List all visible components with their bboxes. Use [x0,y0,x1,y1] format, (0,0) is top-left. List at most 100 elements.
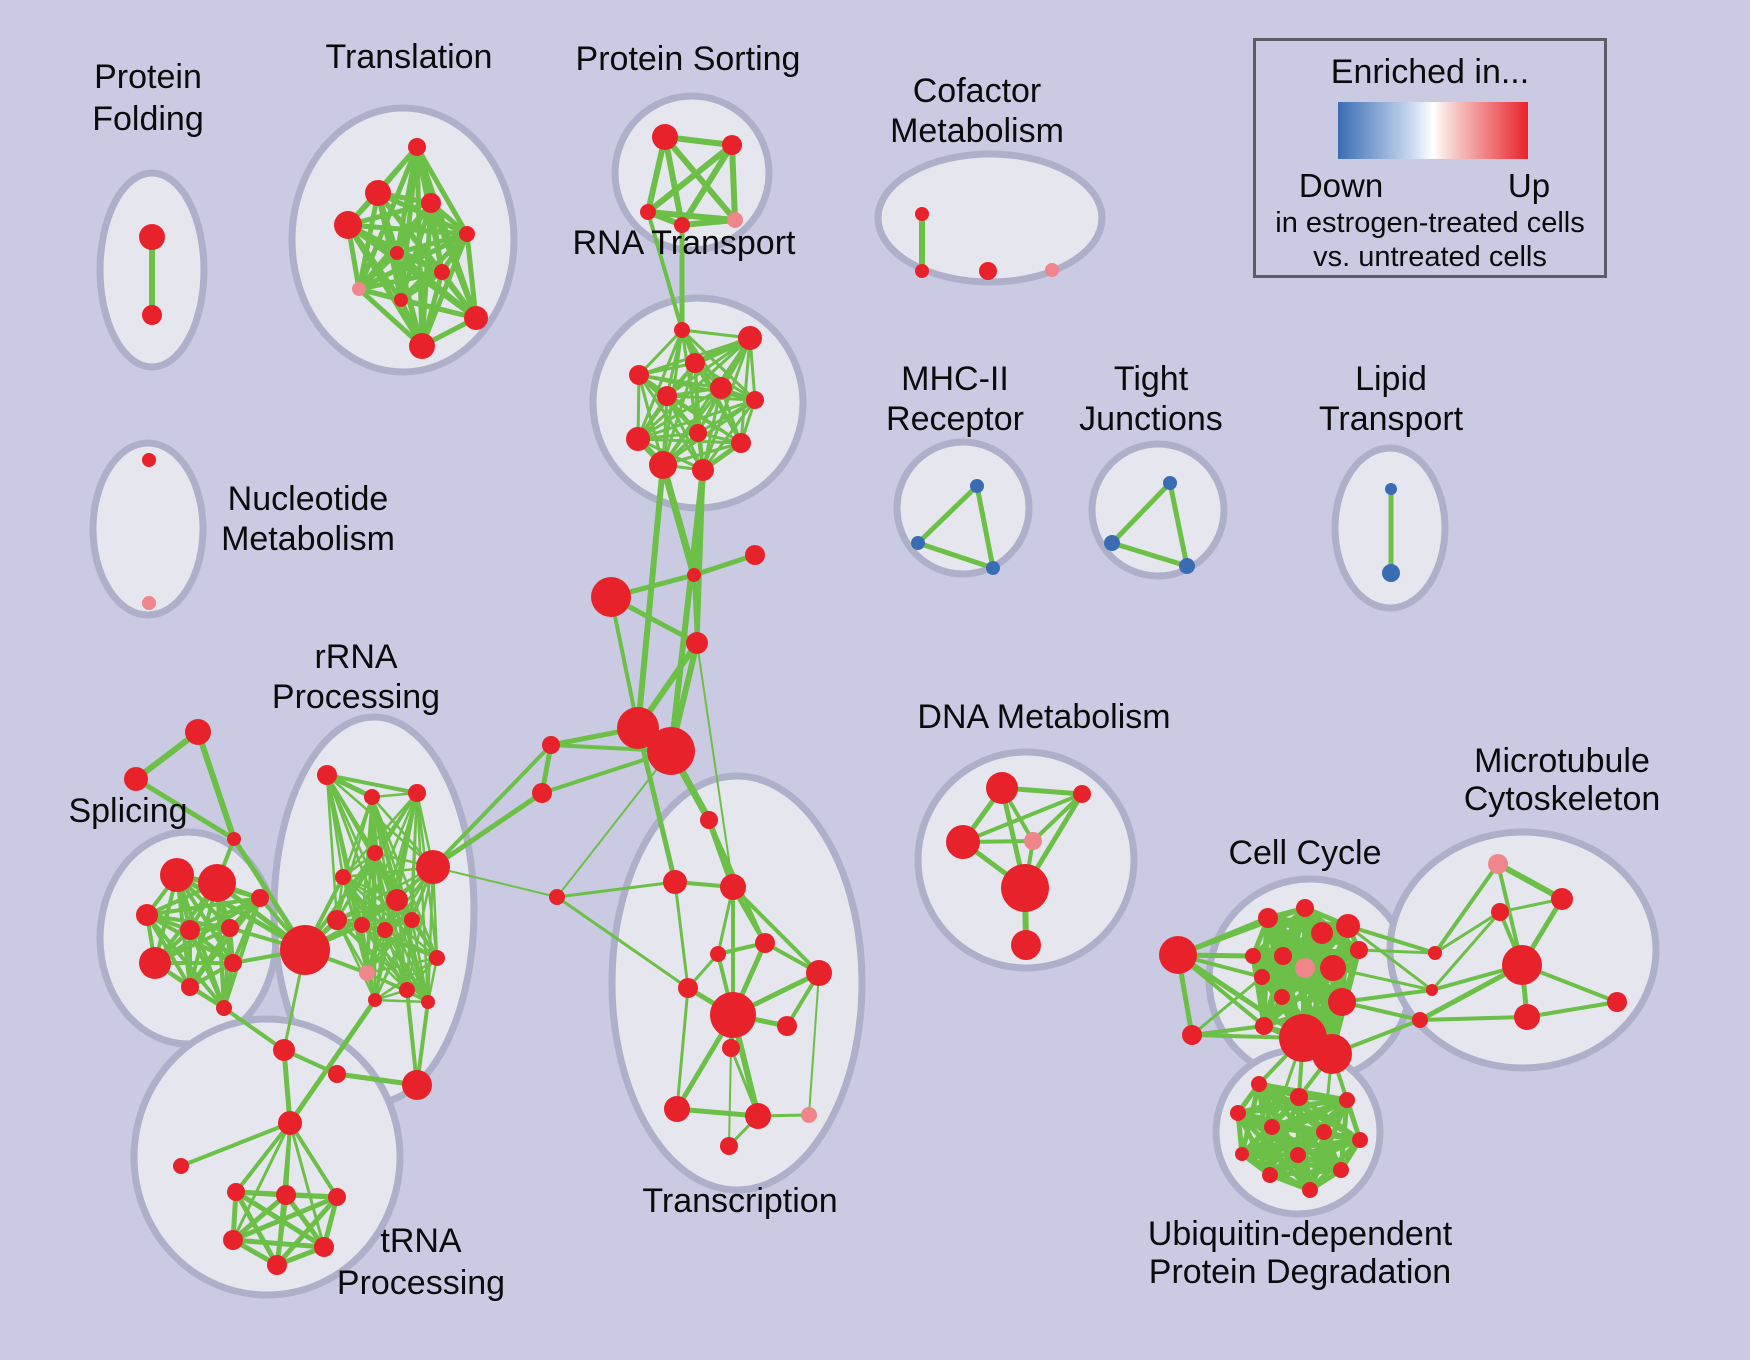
node-tp10[interactable] [402,1070,432,1100]
node-dm4[interactable] [1001,864,1049,912]
edge-rb-l2[interactable] [432,866,558,898]
node-tl5[interactable] [390,246,404,260]
edge-rt3-rt6[interactable] [637,373,757,402]
edge-ps1-ps3[interactable] [679,142,735,228]
edge-rt6-rt10[interactable] [661,398,757,467]
node-rb[interactable] [416,850,450,884]
node-trl[interactable] [801,1107,817,1123]
edge-tj1-tj2[interactable] [1109,540,1190,569]
node-dm5[interactable] [1011,930,1041,960]
node-mt3[interactable] [1502,945,1542,985]
node-trf[interactable] [806,960,832,986]
edge-rr7-rr13[interactable] [360,923,377,1002]
edge-tre-trj[interactable] [675,986,690,1111]
node-pf0[interactable] [139,224,165,250]
node-ps4[interactable] [727,212,743,228]
node-lt1[interactable] [1382,564,1400,582]
node-tt[interactable] [700,811,718,829]
node-cl[interactable] [1159,936,1197,974]
node-tl9[interactable] [464,306,488,330]
node-cc10[interactable] [1274,989,1290,1005]
node-sp8[interactable] [216,1000,232,1016]
node-mt0[interactable] [1488,854,1508,874]
edge-rt10-md0[interactable] [659,461,698,579]
edge-tl0-tl4[interactable] [414,144,470,237]
node-sp3[interactable] [180,920,200,940]
node-rt8[interactable] [626,427,650,451]
node-rr9[interactable] [404,912,420,928]
edge-trl-trf[interactable] [808,972,820,1116]
node-ub10[interactable] [1262,1167,1278,1183]
node-tp9[interactable] [328,1065,346,1083]
node-ub3[interactable] [1230,1105,1246,1121]
edge-sp6-sp9[interactable] [188,896,262,989]
edge-tp0-tp5[interactable] [231,1121,292,1242]
node-rr2[interactable] [408,784,426,802]
node-cc4[interactable] [1245,948,1261,964]
node-rr4[interactable] [335,869,351,885]
node-tp7[interactable] [267,1255,287,1275]
node-rr10[interactable] [359,965,375,981]
node-ps0[interactable] [652,124,678,150]
node-rr7[interactable] [354,917,370,933]
edge-rr11-rr13[interactable] [373,956,439,1002]
edge-rr2-rr4[interactable] [341,791,419,879]
node-tp6[interactable] [314,1237,334,1257]
node-sp0[interactable] [160,858,194,892]
node-mt5[interactable] [1607,992,1627,1012]
node-dm0[interactable] [986,772,1018,804]
node-h1[interactable] [647,727,695,775]
node-s1[interactable] [124,767,148,791]
node-dm1[interactable] [1073,785,1091,803]
edge-rt4-rt6[interactable] [665,394,757,402]
node-tl0[interactable] [408,138,426,156]
edge-sp5-sp9[interactable] [153,896,262,965]
node-nm0[interactable] [142,453,156,467]
node-cc6[interactable] [1295,958,1315,978]
edge-rb-rr12[interactable] [405,865,435,992]
node-tl4[interactable] [459,226,475,242]
edge-l0-rb[interactable] [431,743,553,869]
edge-tp4-tp7[interactable] [274,1194,340,1268]
edge-rr13-rr14[interactable] [373,998,430,1004]
edge-dm1-dm2[interactable] [961,792,1084,844]
node-trb[interactable] [720,874,746,900]
node-sp6[interactable] [181,978,199,996]
node-rt6[interactable] [746,391,764,409]
edge-rt8-rt9[interactable] [636,437,743,445]
edge-cn0-mt2[interactable] [1433,910,1502,955]
node-rt11[interactable] [692,459,714,481]
node-rr3[interactable] [367,845,383,861]
node-tp4[interactable] [328,1188,346,1206]
edge-rr10-rr11[interactable] [365,956,439,975]
edge-tp0-tp4[interactable] [288,1121,339,1199]
edge-rt6-rt8[interactable] [636,398,757,441]
node-cm[interactable] [1182,1025,1202,1045]
node-md0[interactable] [687,568,701,582]
edge-tl3-tl4[interactable] [345,222,470,237]
node-rt1[interactable] [738,326,762,350]
edge-ps2-rt0[interactable] [646,210,684,332]
node-mt2[interactable] [1491,903,1509,921]
edge-ps0-ps4[interactable] [662,134,738,223]
node-rt4[interactable] [657,386,677,406]
edge-rr7-rr14[interactable] [360,923,430,1004]
node-rt7[interactable] [689,424,707,442]
node-mt4[interactable] [1514,1004,1540,1030]
edge-rt6-rt11[interactable] [701,398,757,472]
node-mh0[interactable] [970,479,984,493]
edge-s1-s2[interactable] [133,776,237,842]
edge-rt10-h0[interactable] [635,462,666,731]
node-cf3[interactable] [1045,263,1059,277]
node-md2[interactable] [591,577,631,617]
edge-mt4-mt5[interactable] [1525,1000,1619,1019]
node-tl10[interactable] [409,333,435,359]
node-cc0[interactable] [1258,908,1278,928]
edge-tp8-sp8[interactable] [222,1006,286,1052]
node-ub4[interactable] [1264,1119,1280,1135]
node-trm[interactable] [720,1137,738,1155]
node-mh1[interactable] [911,536,925,550]
node-trk[interactable] [745,1103,771,1129]
edge-md0-md3[interactable] [692,573,699,645]
node-rr0[interactable] [317,765,337,785]
